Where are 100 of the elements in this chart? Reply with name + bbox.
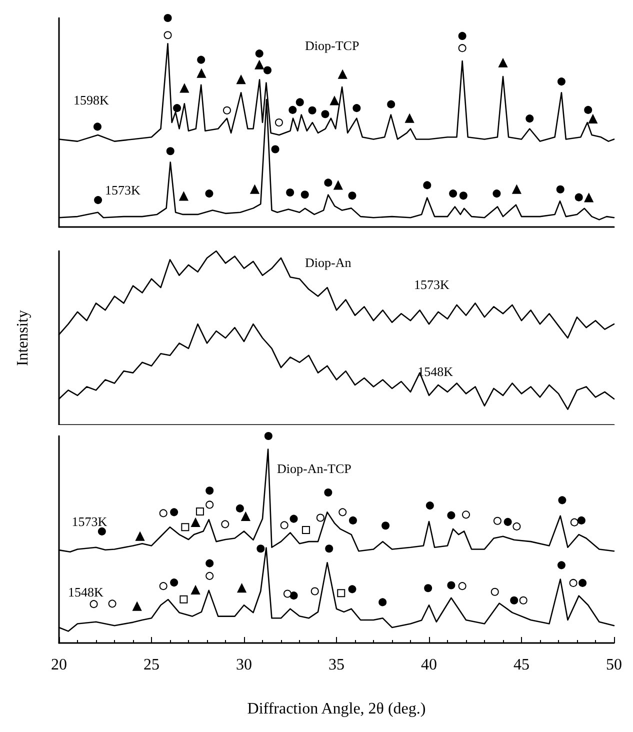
point: [98, 527, 106, 536]
point: [426, 502, 434, 510]
point: [286, 188, 294, 197]
text: Diop-TCP: [305, 38, 360, 53]
point: [159, 582, 168, 590]
point: [338, 508, 347, 516]
point: [570, 518, 578, 526]
point: [321, 110, 330, 118]
point: [206, 486, 214, 495]
point: [338, 70, 348, 79]
point: [462, 510, 470, 519]
point: [159, 509, 168, 518]
point: [94, 196, 102, 204]
series-label: 1573K: [105, 182, 141, 198]
point: [132, 602, 142, 611]
chart-title: Diop-An: [305, 255, 352, 270]
point: [237, 584, 246, 593]
point: [136, 532, 145, 541]
point: [557, 78, 566, 86]
point: [206, 500, 214, 509]
point: [93, 122, 102, 131]
point: [378, 598, 387, 606]
point: [578, 578, 587, 587]
point: [180, 595, 188, 604]
point: [334, 180, 343, 190]
point: [382, 522, 390, 530]
text: 1598K: [74, 92, 110, 108]
point: [337, 589, 346, 598]
point: [283, 590, 292, 598]
point: [574, 193, 583, 202]
point: [197, 56, 206, 64]
x-tick-label: 20: [51, 656, 67, 674]
y-axis-title: Intensity: [14, 310, 32, 366]
x-tick-label: 45: [514, 656, 530, 674]
point: [181, 523, 190, 532]
x-tick-label: 30: [236, 656, 252, 674]
point: [256, 544, 265, 553]
point: [290, 592, 298, 600]
point: [316, 514, 324, 522]
point: [352, 104, 361, 112]
point: [300, 190, 309, 199]
point: [557, 561, 566, 570]
series-label: 1573K: [72, 514, 108, 529]
point: [308, 106, 316, 114]
point: [164, 14, 172, 22]
point: [90, 600, 98, 608]
point: [254, 60, 264, 70]
x-tick-label: 40: [421, 656, 437, 674]
point: [271, 145, 280, 154]
series-label: 1573K: [414, 276, 450, 292]
point: [458, 44, 466, 52]
point: [324, 178, 332, 187]
point: [558, 496, 566, 504]
point: [424, 584, 432, 592]
point: [170, 508, 178, 516]
point: [584, 106, 592, 114]
point: [569, 578, 578, 587]
point: [108, 600, 116, 608]
point: [250, 184, 260, 194]
point: [179, 192, 188, 201]
point: [526, 114, 534, 123]
point: [519, 596, 528, 604]
point: [324, 488, 332, 497]
point: [510, 596, 518, 604]
series-label: 1548K: [68, 584, 104, 600]
point: [449, 190, 458, 198]
point: [206, 559, 214, 568]
point: [423, 181, 432, 190]
point: [280, 521, 288, 530]
point: [196, 68, 206, 78]
point: [264, 66, 272, 74]
point: [498, 58, 508, 68]
point: [222, 106, 231, 114]
point: [206, 572, 214, 580]
point: [492, 190, 501, 198]
x-tick-label: 35: [328, 656, 344, 674]
point: [490, 588, 499, 596]
point: [447, 581, 456, 590]
point: [512, 184, 522, 194]
text: Diop-An-TCP: [277, 461, 352, 476]
point: [264, 432, 272, 440]
point: [577, 516, 586, 524]
point: [458, 32, 466, 40]
point: [458, 582, 466, 590]
x-axis-title: Diffraction Angle, 2θ (deg.): [247, 700, 426, 718]
x-tick-label: 25: [144, 656, 160, 674]
point: [459, 192, 468, 200]
point: [196, 508, 204, 516]
point: [493, 516, 502, 525]
point: [504, 518, 512, 526]
point: [191, 586, 200, 595]
point: [236, 75, 246, 84]
point: [387, 100, 396, 108]
point: [588, 114, 598, 124]
point: [170, 578, 178, 587]
point: [556, 185, 564, 194]
point: [173, 104, 182, 112]
point: [274, 118, 283, 126]
point: [288, 106, 297, 114]
point: [302, 526, 310, 534]
